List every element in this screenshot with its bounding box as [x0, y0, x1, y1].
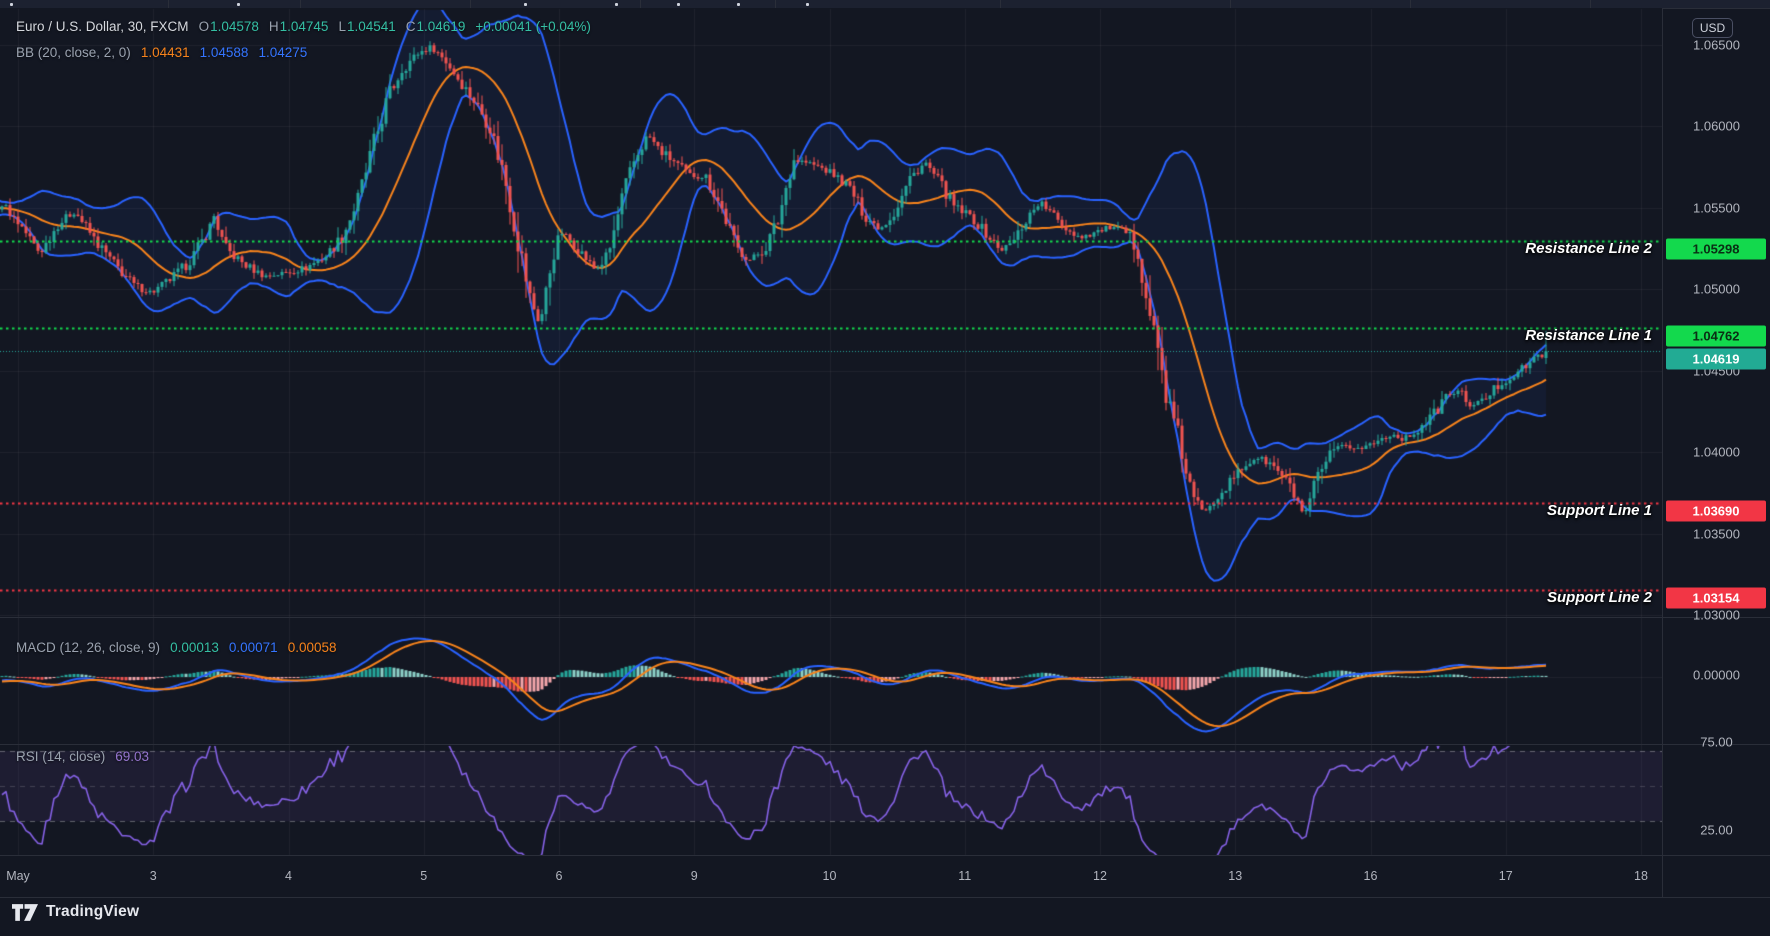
time-axis-label: 6	[555, 869, 563, 883]
toolbar-fragment	[237, 3, 240, 6]
time-axis-label: 11	[958, 869, 972, 883]
toolbar-divider	[1590, 0, 1591, 8]
level-line-label: Support Line 2	[1547, 589, 1652, 607]
symbol-legend[interactable]: Euro / U.S. Dollar, 30, FXCM O 1.04578 H…	[16, 19, 591, 34]
toolbar-fragment	[737, 3, 740, 6]
close-value: 1.04619	[416, 19, 466, 34]
change-value: +0.00041 (+0.04%)	[475, 19, 591, 34]
macd-signal-value: 0.00058	[287, 640, 337, 655]
price-axis[interactable]: USD 1.06500 1.06000 1.05500 1.05000 1.04500 1…	[1663, 8, 1770, 897]
time-axis-label: 12	[1093, 869, 1107, 883]
price-tick: 1.06000	[1693, 118, 1740, 134]
price-tick: 1.04000	[1693, 444, 1740, 460]
symbol-title[interactable]: Euro / U.S. Dollar, 30, FXCM	[16, 19, 189, 34]
low-value: 1.04541	[346, 19, 396, 34]
currency-toggle-button[interactable]: USD	[1692, 18, 1733, 38]
toolbar-divider	[1000, 0, 1001, 8]
high-value: 1.04745	[279, 19, 329, 34]
bb-label[interactable]: BB (20, close, 2, 0)	[16, 45, 131, 60]
time-axis-label: 9	[690, 869, 698, 883]
ohlc-close: C 1.04619	[406, 19, 466, 34]
bb-upper-value: 1.04588	[199, 45, 249, 60]
high-letter: H	[268, 19, 279, 34]
toolbar-divider	[775, 0, 776, 8]
toolbar-fragment	[615, 3, 618, 6]
time-axis-border	[0, 855, 1770, 856]
toolbar-fragment	[677, 3, 680, 6]
bb-basis-value: 1.04431	[140, 45, 190, 60]
time-axis-label: May	[6, 869, 30, 883]
toolbar-divider	[1410, 0, 1411, 8]
rsi-tick: 25.00	[1700, 822, 1733, 838]
rsi-label[interactable]: RSI (14, close)	[16, 749, 106, 764]
level-line-label: Resistance Line 2	[1525, 239, 1652, 257]
pane-separator-rsi[interactable]	[0, 744, 1770, 745]
price-tick: 1.05000	[1693, 281, 1740, 297]
rsi-legend[interactable]: RSI (14, close) 69.03	[16, 749, 149, 764]
rsi-value: 69.03	[115, 749, 150, 764]
time-axis-label: 17	[1498, 869, 1513, 883]
time-axis-label: 4	[285, 869, 292, 883]
level-price-axis-label: 1.03154	[1666, 587, 1766, 609]
toolbar-divider	[168, 0, 169, 8]
toolbar-fragment	[806, 3, 809, 6]
macd-legend[interactable]: MACD (12, 26, close, 9) 0.00013 0.00071 …	[16, 640, 337, 655]
price-tick: 1.06500	[1693, 37, 1740, 53]
toolbar-divider	[640, 0, 641, 8]
open-value: 1.04578	[210, 19, 259, 34]
time-axis-label: 10	[822, 869, 837, 883]
macd-line-value: 0.00071	[228, 640, 278, 655]
price-tick: 1.03000	[1693, 607, 1740, 623]
open-letter: O	[198, 19, 210, 34]
level-line-label: Support Line 1	[1547, 501, 1652, 519]
tradingview-logo-icon	[12, 903, 38, 921]
time-axis-label: 16	[1363, 869, 1378, 883]
price-tick: 1.03500	[1693, 526, 1740, 542]
macd-label[interactable]: MACD (12, 26, close, 9)	[16, 640, 161, 655]
time-axis-label: 5	[420, 869, 428, 883]
rsi-tick: 75.00	[1700, 734, 1733, 750]
level-price-axis-label: 1.05298	[1666, 238, 1766, 260]
toolbar-divider	[1230, 0, 1231, 8]
toolbar-fragment	[524, 3, 527, 6]
ohlc-low: L 1.04541	[338, 19, 395, 34]
price-tick: 1.05500	[1693, 200, 1740, 216]
time-axis-label: 3	[149, 869, 157, 883]
time-axis-label: 18	[1634, 869, 1648, 883]
macd-zero-tick: 0.00000	[1693, 667, 1740, 683]
chart-canvas[interactable]	[0, 8, 1662, 897]
toolbar-fragment	[10, 3, 13, 6]
tradingview-logo-text: TradingView	[46, 903, 140, 920]
time-axis-label: 13	[1228, 869, 1243, 883]
ohlc-high: H 1.04745	[269, 19, 329, 34]
level-price-axis-label: 1.03690	[1666, 500, 1766, 522]
price-axis-border	[1662, 8, 1663, 897]
bottom-border	[0, 897, 1770, 898]
tradingview-logo[interactable]: TradingView	[12, 903, 139, 921]
time-axis[interactable]: May 3 4 5 6 9 10 11 12 13 16 17 18	[0, 856, 1662, 897]
close-letter: C	[405, 19, 416, 34]
pane-separator-macd[interactable]	[0, 617, 1770, 618]
macd-hist-value: 0.00013	[170, 640, 219, 655]
last-price-axis-label: 1.04619	[1666, 348, 1766, 370]
level-price-axis-label: 1.04762	[1666, 325, 1766, 347]
level-line-label: Resistance Line 1	[1525, 327, 1652, 345]
toolbar-divider	[470, 0, 471, 8]
toolbar-divider	[300, 0, 301, 8]
low-letter: L	[338, 19, 346, 34]
ohlc-open: O 1.04578	[199, 19, 259, 34]
bb-legend[interactable]: BB (20, close, 2, 0) 1.04431 1.04588 1.0…	[16, 45, 307, 60]
bb-lower-value: 1.04275	[258, 45, 308, 60]
